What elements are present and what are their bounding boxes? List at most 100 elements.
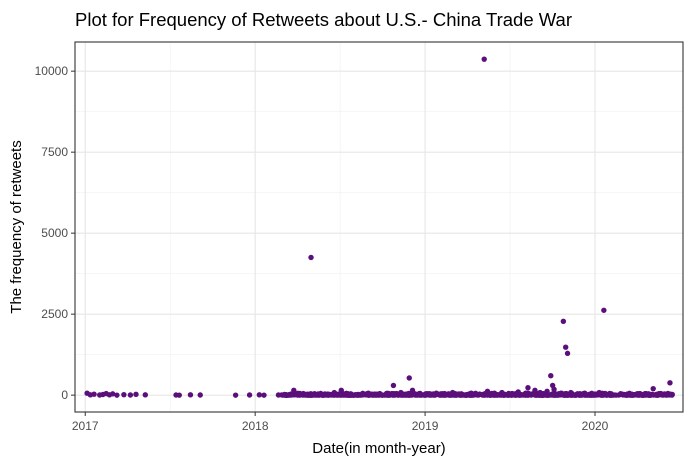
data-point: [187, 392, 194, 398]
data-point: [464, 392, 470, 398]
data-point: [544, 388, 550, 394]
x-axis-label: Date(in month-year): [312, 440, 445, 457]
data-point: [359, 392, 365, 398]
y-tick-label: 10000: [35, 64, 69, 78]
data-point: [323, 392, 329, 398]
data-point: [558, 390, 564, 396]
y-tick-label: 0: [61, 388, 68, 402]
data-point: [308, 254, 314, 261]
data-point: [176, 392, 182, 398]
x-tick-label: 2018: [242, 419, 269, 433]
data-point: [551, 386, 557, 393]
data-point: [409, 392, 415, 398]
data-point: [560, 318, 567, 324]
data-point: [575, 391, 581, 397]
y-tick-label: 2500: [41, 307, 68, 321]
data-point: [657, 391, 663, 397]
data-point: [484, 388, 491, 394]
x-tick-label: 2019: [412, 419, 439, 433]
grid-minor: [75, 42, 683, 412]
x-tick-label: 2017: [72, 419, 99, 433]
x-axis: 2017 2018 2019 2020: [72, 412, 609, 433]
data-point: [91, 391, 97, 397]
data-point: [468, 390, 474, 396]
data-point: [522, 390, 529, 396]
data-point: [378, 391, 384, 398]
data-point: [515, 389, 521, 395]
data-point: [596, 389, 602, 396]
x-tick-label: 2020: [582, 419, 609, 433]
data-point: [383, 390, 390, 397]
data-point: [406, 375, 412, 381]
data-point: [601, 307, 607, 313]
data-point: [537, 389, 543, 396]
data-point: [142, 392, 148, 398]
data-point: [256, 392, 263, 398]
data-point: [296, 391, 302, 397]
data-points: [84, 56, 675, 398]
data-point: [458, 391, 465, 397]
y-axis: 0 2500 5000 7500 10000: [35, 64, 75, 402]
data-point: [133, 391, 139, 398]
data-point: [416, 391, 423, 397]
data-point: [481, 56, 487, 62]
data-point: [476, 391, 483, 398]
data-point: [355, 391, 361, 398]
plot-panel: [75, 42, 683, 412]
data-point: [491, 390, 498, 396]
data-point: [398, 389, 404, 396]
data-point: [562, 344, 569, 350]
data-point: [338, 387, 344, 393]
data-point: [582, 390, 588, 396]
data-point: [590, 391, 596, 397]
data-point: [291, 387, 297, 393]
y-axis-label: The frequency of retweets: [8, 140, 25, 313]
data-point: [568, 389, 574, 396]
data-point: [636, 391, 642, 398]
data-point: [246, 392, 253, 398]
data-point: [310, 392, 316, 398]
plot-border: [74, 41, 684, 413]
data-point: [449, 389, 456, 396]
data-point: [303, 391, 309, 398]
data-point: [626, 391, 633, 397]
data-point: [650, 385, 656, 392]
data-point: [110, 391, 116, 397]
data-point: [532, 387, 538, 393]
data-point: [550, 392, 556, 398]
data-point: [331, 389, 338, 396]
data-point: [121, 391, 127, 398]
data-point: [374, 391, 380, 397]
data-point: [409, 387, 416, 393]
data-point: [281, 391, 288, 398]
data-point: [421, 392, 428, 398]
y-tick-label: 7500: [41, 145, 68, 159]
y-tick-label: 5000: [41, 226, 68, 240]
data-point: [127, 392, 134, 398]
data-point: [261, 392, 267, 398]
data-point: [608, 391, 615, 397]
data-point: [390, 382, 397, 389]
data-point: [317, 391, 323, 397]
data-point: [197, 392, 203, 398]
data-point: [645, 391, 652, 397]
data-point: [441, 391, 447, 397]
data-point: [232, 392, 239, 398]
data-point: [114, 392, 120, 398]
data-point: [617, 391, 624, 398]
data-point: [564, 350, 571, 357]
data-point: [669, 391, 675, 398]
data-point: [337, 391, 343, 398]
data-point: [326, 391, 333, 398]
data-point: [347, 391, 354, 397]
data-point: [433, 390, 439, 396]
data-point: [389, 391, 396, 398]
data-point: [286, 392, 292, 398]
data-point: [365, 390, 371, 396]
data-point: [667, 380, 673, 386]
data-point: [548, 373, 554, 379]
data-point: [426, 391, 432, 398]
chart-title: Plot for Frequency of Retweets about U.S…: [75, 9, 572, 30]
data-point: [275, 392, 282, 398]
